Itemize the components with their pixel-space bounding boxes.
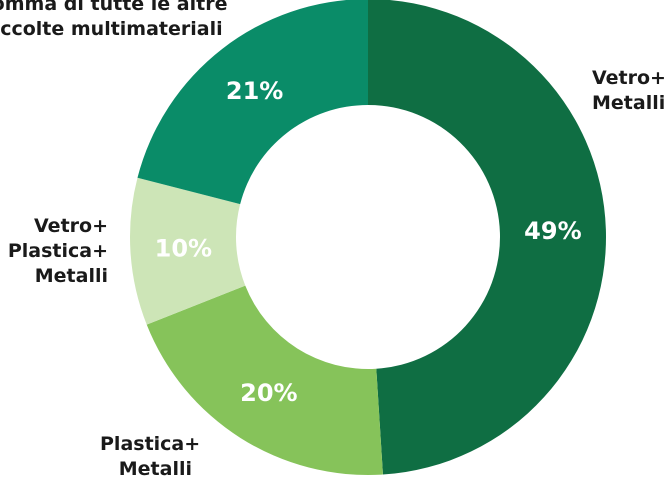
label-vetro-metalli: Vetro+ Metalli xyxy=(592,67,665,114)
slice-vetro-metalli xyxy=(368,0,606,475)
label-plastica-metalli: Plastica+ Metalli xyxy=(100,433,201,480)
slice-plastica-metalli xyxy=(146,285,383,475)
value-label-vetro-plastica-metalli: 10% xyxy=(155,235,212,263)
value-label-plastica-metalli: 20% xyxy=(240,379,297,407)
value-label-vetro-metalli: 49% xyxy=(524,217,581,245)
label-vetro-plastica-metalli: Vetro+ Plastica+ Metalli xyxy=(7,215,108,287)
value-label-altre-raccolte: 21% xyxy=(226,77,283,105)
label-altre-raccolte: Somma di tutte le altre raccolte multima… xyxy=(0,0,228,40)
slice-altre-raccolte xyxy=(137,0,368,205)
slice-vetro-plastica-metalli xyxy=(129,177,246,325)
